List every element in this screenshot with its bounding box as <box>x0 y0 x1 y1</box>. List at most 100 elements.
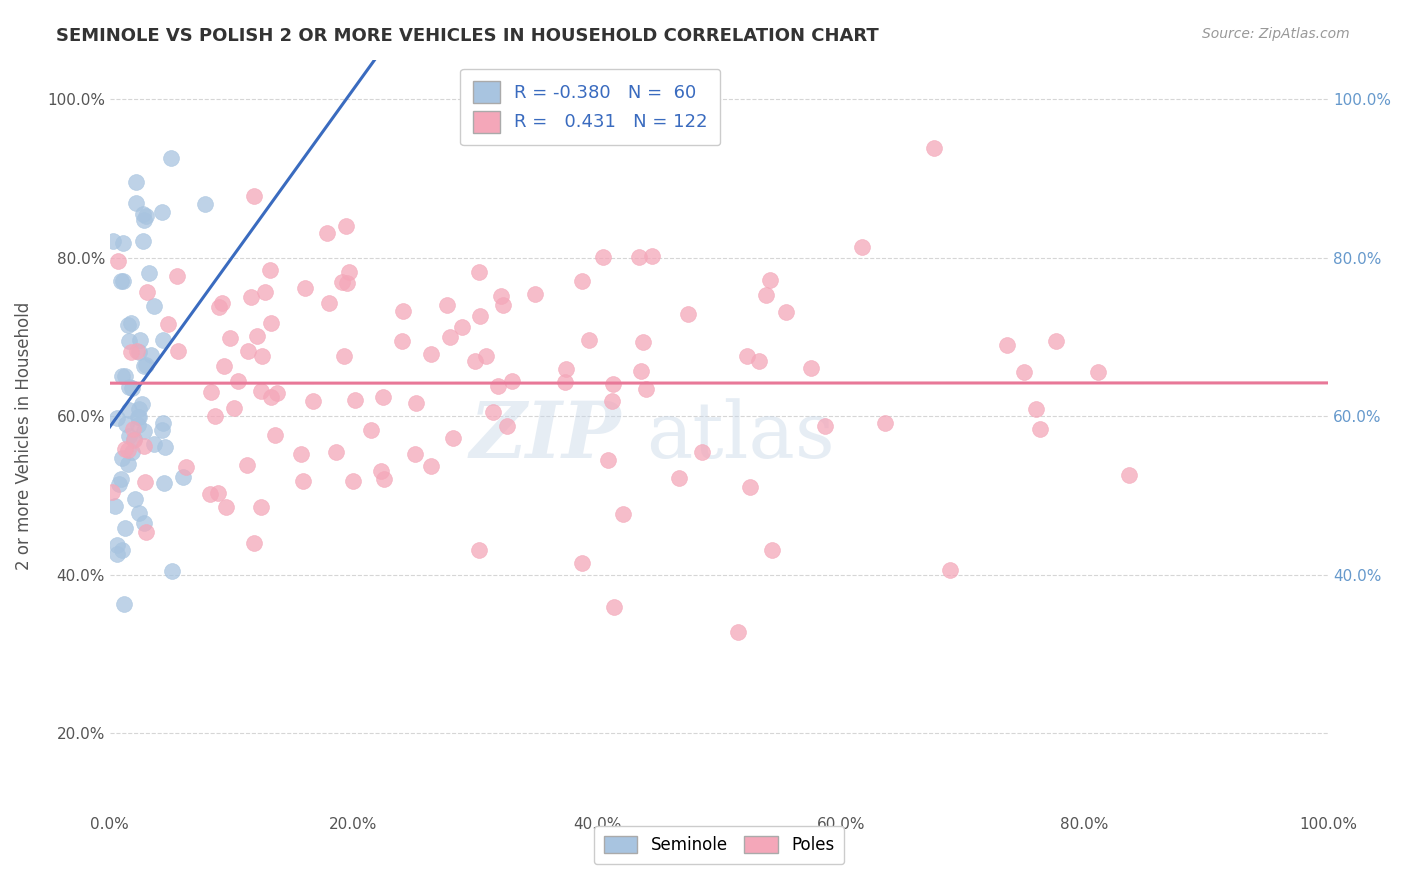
Point <box>419 459 441 474</box>
Point <box>204 409 226 423</box>
Point <box>600 394 623 409</box>
Point <box>112 597 135 611</box>
Point <box>117 442 139 457</box>
Point <box>114 521 136 535</box>
Point <box>162 564 184 578</box>
Point <box>291 474 314 488</box>
Point <box>337 265 360 279</box>
Point <box>735 349 758 363</box>
Point <box>631 335 654 350</box>
Point <box>727 624 749 639</box>
Point <box>800 361 823 376</box>
Point <box>215 500 238 514</box>
Point <box>246 329 269 343</box>
Point <box>128 334 150 348</box>
Point <box>236 458 259 472</box>
Text: atlas: atlas <box>645 398 835 474</box>
Point <box>166 268 188 283</box>
Point <box>128 344 150 359</box>
Point <box>260 316 283 330</box>
Point <box>1012 365 1035 379</box>
Point <box>207 486 229 500</box>
Point <box>325 445 347 459</box>
Point <box>253 285 276 299</box>
Point <box>1045 334 1067 349</box>
Point <box>107 477 129 491</box>
Point <box>125 344 148 359</box>
Point <box>439 330 461 344</box>
Point <box>242 189 264 203</box>
Point <box>114 417 136 431</box>
Point <box>922 141 945 155</box>
Point <box>486 378 509 392</box>
Point <box>172 470 194 484</box>
Text: Source: ZipAtlas.com: Source: ZipAtlas.com <box>1202 27 1350 41</box>
Point <box>392 303 415 318</box>
Point <box>755 288 778 302</box>
Point <box>152 476 174 491</box>
Point <box>120 316 142 330</box>
Point <box>335 219 357 233</box>
Point <box>1025 401 1047 416</box>
Point <box>134 439 156 453</box>
Point <box>211 296 233 310</box>
Point <box>110 274 132 288</box>
Point <box>226 374 249 388</box>
Point <box>592 250 614 264</box>
Point <box>200 487 222 501</box>
Point <box>266 385 288 400</box>
Point <box>814 419 837 434</box>
Point <box>118 428 141 442</box>
Point <box>194 197 217 211</box>
Point <box>468 309 491 323</box>
Point <box>263 428 285 442</box>
Point <box>612 507 634 521</box>
Point <box>495 418 517 433</box>
Point <box>152 333 174 347</box>
Point <box>150 204 173 219</box>
Point <box>294 281 316 295</box>
Point <box>775 305 797 319</box>
Point <box>105 547 128 561</box>
Point <box>153 440 176 454</box>
Point <box>404 448 426 462</box>
Point <box>105 538 128 552</box>
Point <box>134 425 156 439</box>
Point <box>668 471 690 485</box>
Point <box>630 364 652 378</box>
Point <box>995 338 1018 352</box>
Point <box>135 358 157 372</box>
Point <box>492 298 515 312</box>
Point <box>112 235 135 250</box>
Point <box>482 405 505 419</box>
Point <box>738 480 761 494</box>
Point <box>851 240 873 254</box>
Point <box>114 442 136 456</box>
Point <box>250 500 273 515</box>
Point <box>464 353 486 368</box>
Point <box>212 359 235 373</box>
Point <box>125 195 148 210</box>
Point <box>405 396 427 410</box>
Point <box>122 434 145 448</box>
Point <box>875 416 897 430</box>
Point <box>208 300 231 314</box>
Legend: Seminole, Poles: Seminole, Poles <box>593 826 844 864</box>
Point <box>554 361 576 376</box>
Point <box>124 492 146 507</box>
Point <box>598 453 620 467</box>
Point <box>131 397 153 411</box>
Point <box>554 375 576 389</box>
Point <box>136 285 159 299</box>
Point <box>342 474 364 488</box>
Point <box>250 384 273 398</box>
Point <box>150 423 173 437</box>
Point <box>138 266 160 280</box>
Point <box>174 459 197 474</box>
Point <box>101 234 124 248</box>
Point <box>436 298 458 312</box>
Point <box>420 347 443 361</box>
Point <box>336 276 359 290</box>
Point <box>571 556 593 570</box>
Point <box>118 403 141 417</box>
